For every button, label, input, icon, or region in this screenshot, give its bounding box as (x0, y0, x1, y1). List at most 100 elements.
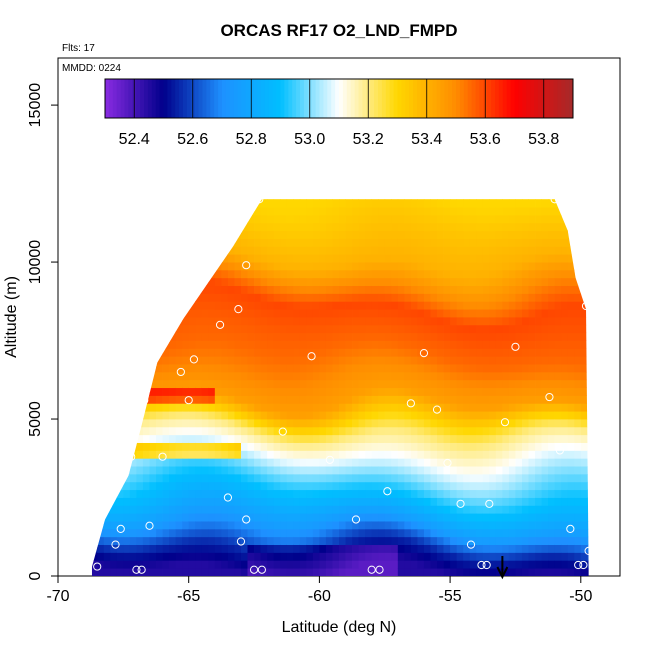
heatmap-cell (489, 356, 497, 365)
heatmap-cell (365, 184, 372, 192)
heatmap-cell (156, 497, 163, 506)
heatmap-cell (587, 536, 589, 546)
heatmap-cell (273, 285, 281, 294)
heatmap-cell (247, 411, 255, 420)
heatmap-cell (574, 348, 582, 357)
heatmap-cell (417, 184, 424, 192)
heatmap-cell (273, 442, 281, 451)
heatmap-cell (535, 513, 542, 522)
heatmap-cell (489, 246, 497, 255)
heatmap-cell (208, 356, 216, 365)
heatmap-cell (103, 560, 111, 569)
heatmap-cell (365, 419, 373, 428)
heatmap-cell (240, 450, 248, 459)
heatmap-cell (535, 371, 542, 381)
heatmap-cell (495, 560, 503, 569)
heatmap-cell (508, 481, 516, 491)
heatmap-cell (142, 309, 150, 318)
heatmap-cell (456, 285, 464, 294)
heatmap-cell (535, 222, 542, 232)
heatmap-cell (162, 371, 170, 381)
heatmap-cell (306, 473, 314, 483)
heatmap-cell (142, 411, 150, 420)
heatmap-cell (489, 411, 497, 420)
heatmap-cell (508, 332, 516, 341)
heatmap-cell (495, 426, 503, 436)
heatmap-cell (332, 411, 340, 420)
heatmap-cell (162, 285, 170, 294)
heatmap-cell (299, 379, 307, 389)
heatmap-cell (476, 411, 484, 420)
heatmap-cell (110, 497, 118, 506)
heatmap-cell (312, 207, 320, 216)
heatmap-cell (156, 324, 163, 334)
heatmap-cell (97, 262, 105, 271)
heatmap-cell (548, 269, 556, 279)
heatmap-cell (508, 528, 516, 538)
heatmap-cell (574, 497, 582, 506)
heatmap-cell (358, 544, 366, 553)
heatmap-cell (240, 442, 248, 451)
heatmap-cell (182, 317, 190, 326)
colorbar-segment (557, 79, 562, 118)
heatmap-cell (378, 254, 386, 263)
heatmap-cell (182, 238, 190, 247)
heatmap-cell (450, 301, 458, 310)
heatmap-cell (123, 466, 131, 475)
heatmap-cell (345, 458, 353, 467)
heatmap-cell (574, 309, 582, 318)
colorbar-segment (506, 79, 512, 118)
heatmap-cell (162, 466, 170, 475)
heatmap-cell (142, 199, 150, 200)
heatmap-cell (352, 395, 359, 404)
heatmap-cell (410, 411, 418, 420)
heatmap-cell (227, 348, 235, 357)
heatmap-cell (234, 293, 242, 302)
heatmap-cell (254, 403, 261, 412)
heatmap-cell (273, 419, 281, 428)
heatmap-cell (247, 269, 255, 279)
heatmap-cell (280, 309, 288, 318)
heatmap-cell (234, 324, 242, 334)
heatmap-cell (521, 403, 529, 412)
heatmap-cell (397, 293, 405, 302)
heatmap-cell (162, 301, 170, 310)
heatmap-cell (286, 214, 294, 224)
heatmap-cell (169, 403, 177, 412)
heatmap-cell (378, 262, 386, 271)
heatmap-cell (365, 246, 373, 255)
heatmap-cell (175, 269, 183, 279)
heatmap-cell (234, 513, 242, 522)
heatmap-cell (221, 199, 229, 200)
heatmap-cell (267, 348, 275, 357)
heatmap-cell (142, 458, 150, 467)
heatmap-cell (371, 434, 379, 443)
colorbar-segment (537, 79, 543, 118)
heatmap-cell (123, 246, 131, 255)
heatmap-cell (410, 426, 418, 436)
heatmap-cell (175, 199, 183, 200)
heatmap-cell (535, 230, 542, 239)
heatmap-cell (554, 356, 562, 365)
heatmap-cell (561, 364, 569, 373)
heatmap-cell (515, 356, 523, 365)
heatmap-cell (169, 199, 177, 200)
heatmap-cell (554, 364, 562, 373)
heatmap-cell (371, 505, 379, 514)
heatmap-cell (450, 521, 458, 530)
heatmap-cell (221, 442, 229, 451)
sample-point (137, 565, 146, 574)
heatmap-cell (365, 528, 373, 538)
heatmap-cell (574, 262, 582, 271)
heatmap-cell (129, 552, 137, 561)
heatmap-cell (554, 403, 562, 412)
heatmap-cell (345, 199, 353, 200)
heatmap-cell (240, 207, 248, 216)
heatmap-cell (515, 521, 523, 530)
heatmap-cell (110, 536, 118, 546)
heatmap-cell (548, 285, 556, 294)
heatmap-cell (423, 489, 431, 498)
heatmap-cell (437, 544, 444, 553)
heatmap-cell (188, 568, 196, 577)
heatmap-cell (450, 458, 458, 467)
